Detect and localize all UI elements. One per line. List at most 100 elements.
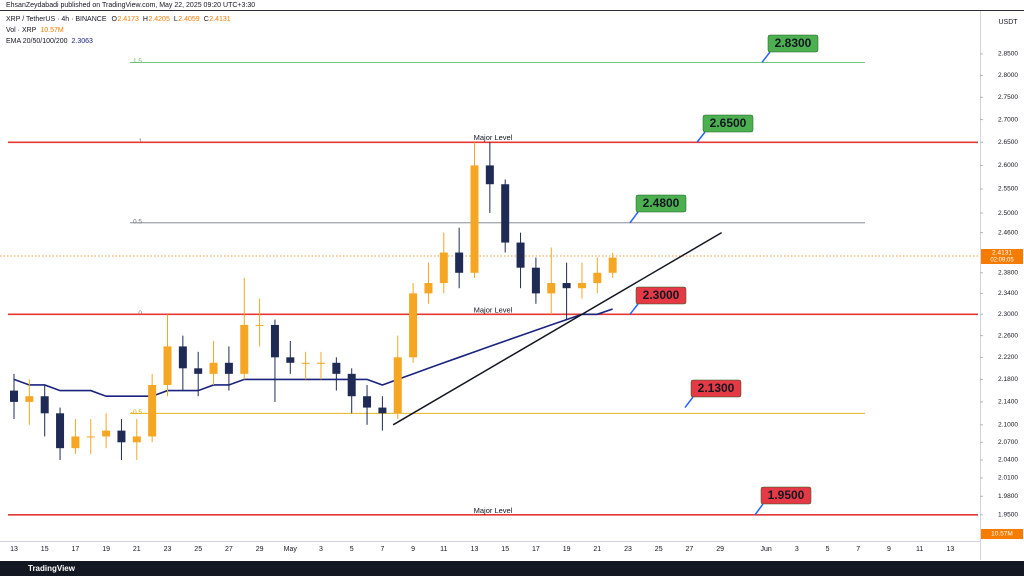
candle-body [485,165,494,185]
candle-body [317,362,325,364]
candle-body [424,283,433,294]
candle-body [531,267,540,294]
ohlc-key: O [112,16,118,23]
y-tick-label: 2.8000 [998,72,1018,79]
x-tick-label: 17 [72,546,80,553]
x-tick-label: Jun [761,546,772,553]
x-tick-label: 29 [256,546,264,553]
x-tick-label: 5 [826,546,830,553]
last-price-label: 2.4131 [992,250,1012,257]
candle-body [240,324,249,374]
y-tick-label: 2.3400 [998,290,1018,297]
x-tick-label: 9 [887,546,891,553]
candle-body [332,362,341,374]
candle-body [301,362,310,364]
candle-body [255,324,264,326]
x-tick-label: 21 [133,546,141,553]
y-tick-label: 2.5000 [998,210,1018,217]
y-tick-label: 2.5500 [998,186,1018,193]
target-pointer [629,303,639,315]
x-tick-label: 5 [350,546,354,553]
target-label: 2.6500 [710,116,747,130]
ema-line [13,308,613,398]
fib-label: -0.5 [131,409,143,416]
candle-body [516,242,525,268]
y-tick-label: 1.9500 [998,512,1018,519]
ohlc-value: 2.4059 [178,16,200,23]
y-tick-label: 2.8500 [998,51,1018,58]
target-label: 2.1300 [698,381,735,395]
candle-body [409,293,418,358]
x-tick-label: 7 [856,546,860,553]
candle-body [102,430,111,437]
y-tick-label: 2.6500 [998,139,1018,146]
y-tick-label: 2.0400 [998,457,1018,464]
candle-body [363,396,372,408]
key-level-label: Major Level [474,305,513,314]
y-tick-label: 2.1400 [998,399,1018,406]
plot: 2.8500 2.8000 2.7500 2.7000 2.6500 2.6000 2.55… [0,34,1023,553]
x-tick-label: 13 [471,546,479,553]
y-tick-label: 2.7500 [998,94,1018,101]
ohlc-key: L [174,16,178,23]
target-pointer [754,503,764,516]
y-tick-label: 2.1000 [998,422,1018,429]
candle-body [209,362,218,374]
x-tick-label: 29 [716,546,724,553]
published-note: EhsanZeydabadi published on TradingView.… [6,2,255,9]
fib-label: 1.5 [133,58,142,65]
candle-body [86,436,95,438]
symbol-title: XRP / TetherUS · 4h · BINANCE [6,16,107,23]
y-tick-label: 2.3000 [998,311,1018,318]
candle-body [56,413,65,449]
x-tick-label: 15 [41,546,49,553]
target-pointer [684,396,694,409]
target-label: 2.4800 [643,196,680,210]
fib-label: 0.5 [133,219,142,226]
price-unit: USDT [998,19,1018,26]
y-tick-label: 2.2600 [998,332,1018,339]
x-tick-label: 27 [686,546,694,553]
candle-body [270,324,279,358]
candle-body [286,357,295,363]
candle-body [10,390,18,402]
x-tick-label: 9 [411,546,415,553]
countdown-label: 02:09:05 [990,258,1014,264]
target-label: 1.9500 [768,488,805,502]
ema-title: EMA 20/50/100/200 [6,38,68,45]
footer-bar [0,561,1024,576]
candle-body [117,430,126,443]
ohlc-key: C [204,16,209,23]
candle-body [194,368,203,374]
target-pointer [761,51,771,63]
candle-body [148,384,157,437]
target-box [635,194,687,213]
x-tick-label: 3 [319,546,323,553]
x-tick-label: 19 [563,546,571,553]
x-tick-label: 11 [916,546,923,553]
x-tick-label: 25 [194,546,202,553]
y-tick-label: 2.1800 [998,376,1018,383]
candle-body [562,283,571,289]
x-tick-label: 13 [946,546,954,553]
trendline [392,231,723,426]
x-tick-label: 13 [10,546,18,553]
last-price-tag [981,249,1023,265]
ohlc-value: 2.4173 [117,16,139,23]
ohlc-value: 2.4205 [148,16,170,23]
candle-body [470,165,479,273]
x-tick-label: 17 [532,546,540,553]
candle-body [393,357,402,414]
x-tick-label: 15 [501,546,509,553]
target-box [635,286,687,305]
candle-body [455,252,464,273]
x-tick-label: 21 [593,546,601,553]
volume-value: 10.57M [40,27,64,34]
x-tick-label: 25 [655,546,663,553]
candle-body [40,396,49,414]
x-tick-label: May [284,546,298,553]
y-tick-label: 2.0100 [998,475,1018,482]
target-box [690,379,742,398]
target-pointer [629,211,639,224]
candle-body [593,272,602,284]
